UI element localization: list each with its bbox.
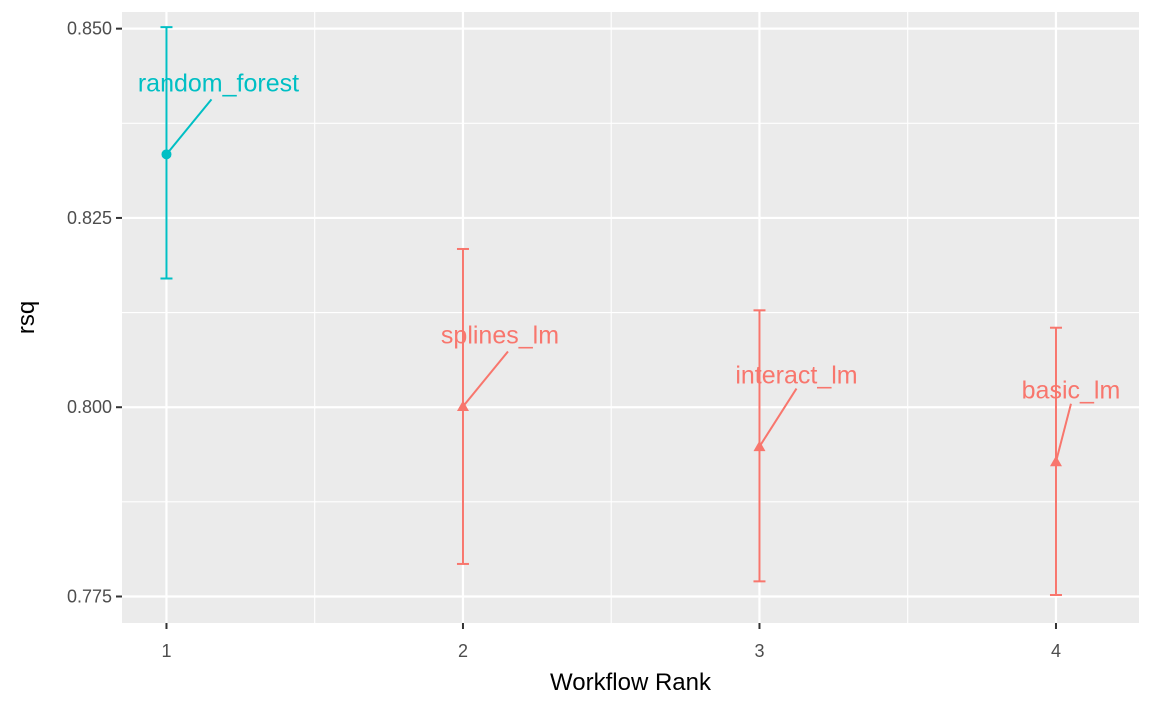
- x-axis-title: Workflow Rank: [550, 669, 712, 696]
- y-tick-label: 0.800: [67, 397, 112, 417]
- y-axis-ticks: 0.775 0.800 0.825 0.850: [67, 19, 122, 607]
- y-tick-label: 0.775: [67, 587, 112, 607]
- point-label: basic_lm: [1022, 377, 1121, 405]
- point-group-splines_lm: splines_lm: [441, 247, 559, 565]
- y-axis-title: rsq: [13, 301, 40, 334]
- x-axis-ticks: 1 2 3 4: [161, 623, 1061, 661]
- y-tick-label: 0.825: [67, 208, 112, 228]
- point-label: splines_lm: [441, 321, 559, 349]
- point-group-basic_lm: basic_lm: [1022, 326, 1121, 596]
- point-group-random_forest: random_forest: [138, 26, 299, 280]
- label-connector: [462, 350, 509, 408]
- label-connector: [758, 388, 798, 448]
- x-tick-label: 1: [161, 641, 171, 661]
- panel-background: [122, 12, 1139, 623]
- label-connector: [165, 98, 213, 155]
- point-label: interact_lm: [735, 362, 857, 390]
- x-tick-label: 2: [458, 641, 468, 661]
- point-group-interact_lm: interact_lm: [735, 309, 858, 583]
- x-tick-label: 4: [1051, 641, 1061, 661]
- label-connector: [1055, 403, 1072, 462]
- data-marks: random_forest splines_lm interact_lm basic_…: [138, 26, 1121, 596]
- y-tick-label: 0.850: [67, 19, 112, 39]
- point-label: random_forest: [138, 69, 299, 97]
- x-tick-label: 3: [754, 641, 764, 661]
